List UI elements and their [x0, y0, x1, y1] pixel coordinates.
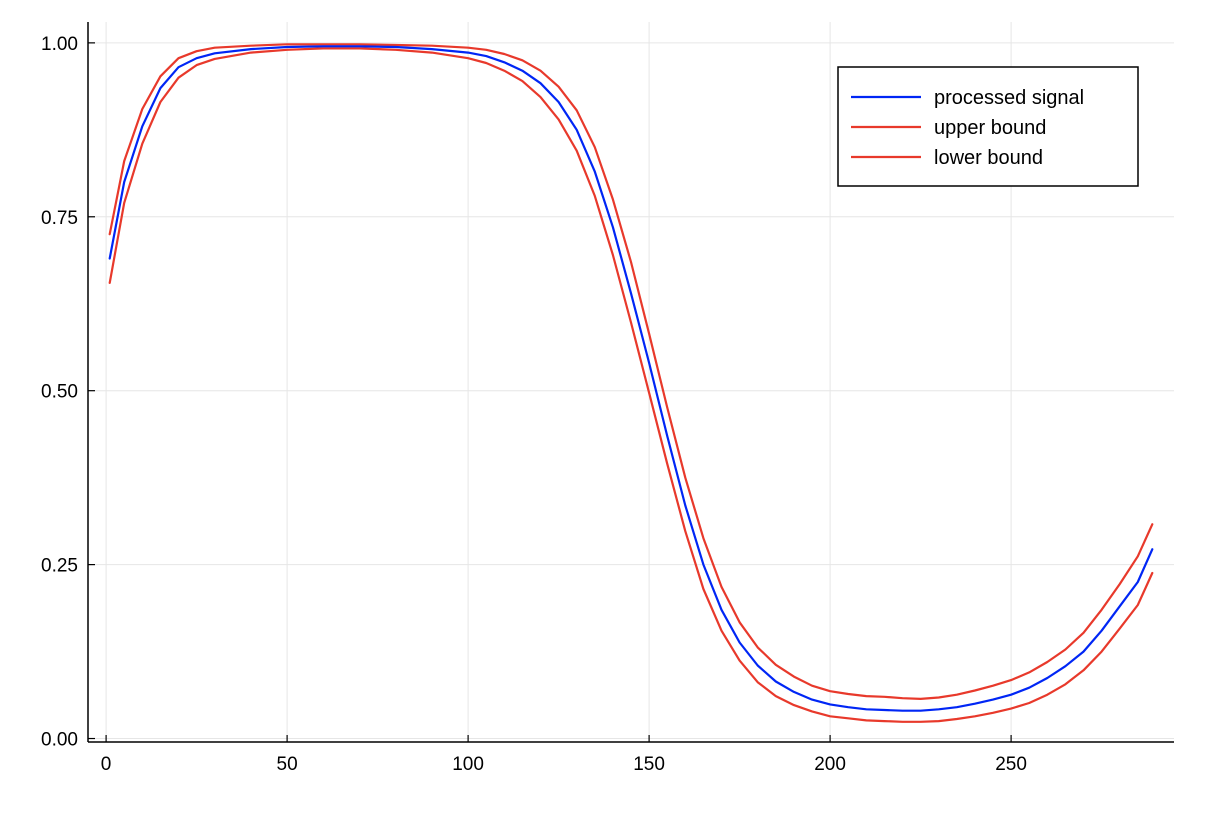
series-line-upper-bound: [108, 43, 1154, 701]
x-tick-label-0: 0: [101, 754, 112, 775]
x-tick-label-1: 50: [277, 754, 298, 775]
y-tick-label-2: 0.50: [41, 382, 78, 403]
series-line-lower-bound: [108, 47, 1154, 723]
legend-label-upper-bound: upper bound: [934, 117, 1046, 139]
legend-label-lower-bound: lower bound: [934, 147, 1043, 169]
x-tick-label-2: 100: [452, 754, 484, 775]
axes: [87, 22, 1174, 743]
x-axis-ticks: 0 50 100 150 200 250: [101, 735, 1027, 775]
y-axis-ticks: 0.00 0.25 0.50 0.75 1.00: [41, 34, 95, 751]
legend: processed signal upper bound lower bound: [837, 66, 1139, 187]
series-lines: [108, 43, 1154, 723]
x-tick-label-3: 150: [633, 754, 665, 775]
series-line-processed-signal: [108, 45, 1154, 712]
y-tick-label-3: 0.75: [41, 208, 78, 229]
y-tick-label-0: 0.00: [41, 730, 78, 751]
y-tick-label-4: 1.00: [41, 34, 78, 55]
x-tick-label-5: 250: [995, 754, 1027, 775]
x-tick-label-4: 200: [814, 754, 846, 775]
legend-label-processed-signal: processed signal: [934, 87, 1084, 109]
y-tick-label-1: 0.25: [41, 556, 78, 577]
